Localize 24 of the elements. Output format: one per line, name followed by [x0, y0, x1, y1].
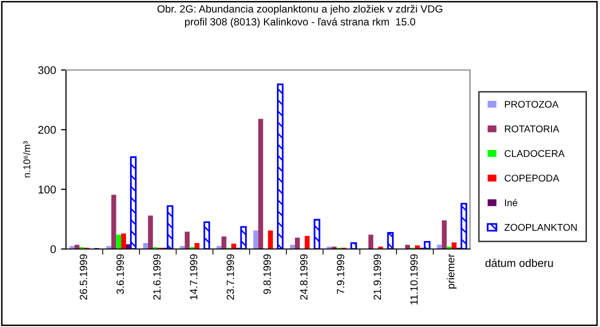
chart-title: Obr. 2G: Abundancia zooplanktonu a jeho zložiek v zdrži VDG profil 308 (8013) Kalinkovo - ľavá strana rkm 15.0 [157, 4, 442, 28]
y-tick-label: 0 [50, 245, 56, 254]
x-tick-label: 21.9.1999 [374, 254, 381, 300]
x-tick-label: 11.10.1999 [410, 254, 418, 304]
y-tick-label: 300 [38, 66, 56, 74]
legend-label: CLADOCERA [504, 150, 565, 157]
x-tick-label: priemer [446, 254, 456, 288]
x-tick-label: 14.7.1999 [190, 254, 198, 300]
y-tick-label: 200 [38, 126, 56, 134]
x-tick-label: 23.7.1999 [226, 254, 234, 300]
x-tick-label: 3.6.1999 [116, 254, 124, 294]
x-tick-label: 24.8.1999 [300, 254, 308, 300]
x-tick-label: 21.6.1999 [153, 254, 161, 300]
legend-label: COPEPODA [504, 174, 560, 182]
legend-label: PROTOZOA [504, 100, 559, 108]
x-tick-label: 7.9.1999 [336, 254, 344, 294]
y-tick-label: 100 [38, 186, 56, 194]
x-axis-title: dátum odberu [485, 258, 553, 267]
legend-label: ROTATORIA [504, 125, 560, 132]
legend-label: ZOOPLANKTON [504, 224, 577, 231]
x-tick-label: 26.5.1999 [80, 254, 88, 300]
legend-label: Iné [505, 198, 518, 206]
y-axis-title: n.10⁶/m³ [23, 141, 30, 178]
x-tick-label: 9.8.1999 [263, 254, 271, 294]
